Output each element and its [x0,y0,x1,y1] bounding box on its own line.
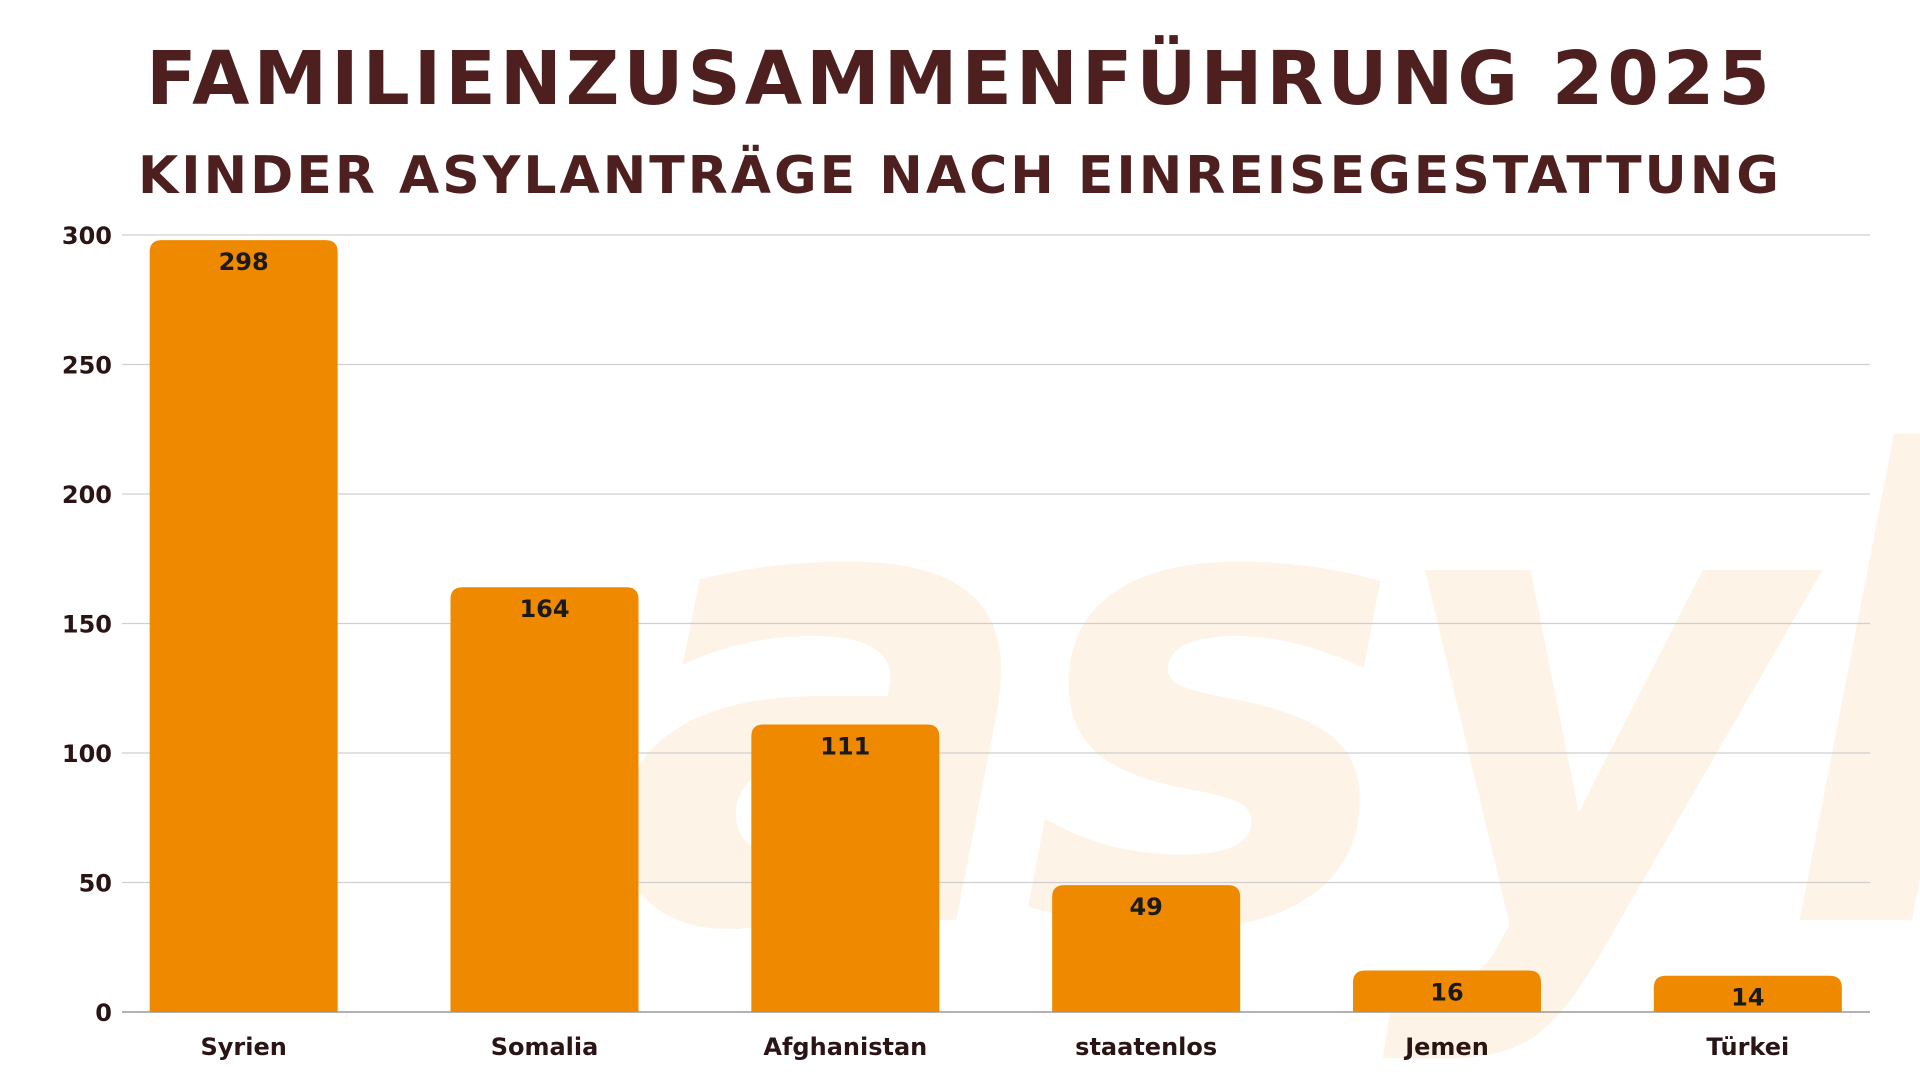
y-tick-label: 0 [95,999,112,1027]
bars-layer [149,240,1842,1012]
grid-layer [122,234,1870,1013]
labels-layer: 0 50 100 150 200 250 300 298 Syrien 164 Somalia 111… [62,222,1789,1061]
y-tick-label: 100 [62,740,112,768]
data-label: 16 [1430,979,1463,1007]
category-label: Afghanistan [763,1033,927,1061]
bar-staatenlos [1052,885,1241,1012]
data-label: 298 [219,248,269,276]
bar-syrien [149,240,338,1012]
data-label: 49 [1129,893,1162,921]
bar-jemen [1353,970,1541,1012]
chart-title: FAMILIENZUSAMMENFÜHRUNG 2025 [146,36,1774,122]
y-tick-label: 250 [62,352,112,380]
bar-türkei [1653,975,1842,1012]
y-tick-label: 150 [62,611,112,639]
data-label: 164 [519,595,569,623]
bar-somalia [450,587,639,1012]
chart-subtitle: KINDER ASYLANTRÄGE NACH EINREISEGESTATTU… [138,146,1782,206]
y-tick-label: 50 [79,870,112,898]
data-label: 111 [820,733,870,761]
y-tick-label: 300 [62,222,112,250]
category-label: staatenlos [1075,1033,1217,1061]
category-label: Somalia [491,1033,599,1061]
bar-afghanistan [751,724,940,1012]
category-label: Syrien [200,1033,286,1061]
y-tick-label: 200 [62,481,112,509]
category-label: Türkei [1706,1033,1789,1061]
data-label: 14 [1731,984,1764,1012]
category-label: Jemen [1403,1033,1489,1061]
